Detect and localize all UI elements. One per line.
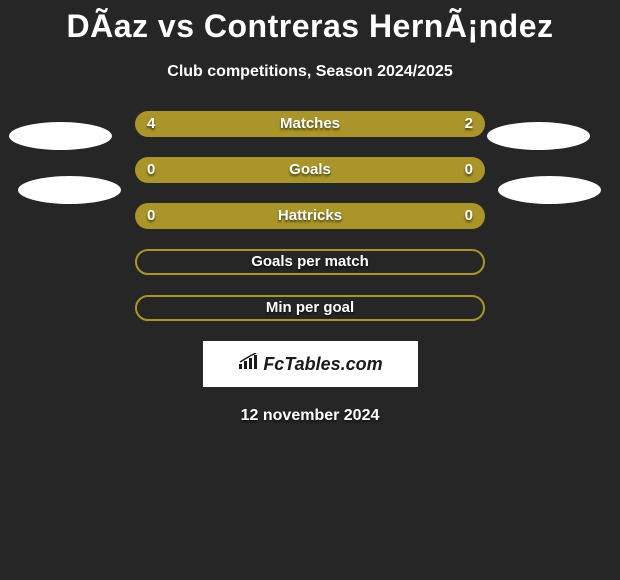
logo-box: FcTables.com	[203, 341, 418, 387]
page-title: DÃ­az vs Contreras HernÃ¡ndez	[0, 0, 620, 45]
row-min-per-goal: Min per goal	[135, 295, 485, 321]
date-label: 12 november 2024	[0, 407, 620, 425]
decorative-ellipse	[9, 122, 112, 150]
chart-icon	[237, 353, 259, 376]
page-subtitle: Club competitions, Season 2024/2025	[0, 63, 620, 81]
stat-label: Min per goal	[135, 295, 485, 321]
stat-label: Matches	[135, 111, 485, 137]
logo-text-label: FcTables.com	[263, 354, 382, 375]
decorative-ellipse	[498, 176, 601, 204]
stat-label: Goals	[135, 157, 485, 183]
row-hattricks: 00Hattricks	[135, 203, 485, 229]
stat-label: Goals per match	[135, 249, 485, 275]
row-goals-per-match: Goals per match	[135, 249, 485, 275]
row-goals: 00Goals	[135, 157, 485, 183]
row-matches: 42Matches	[135, 111, 485, 137]
decorative-ellipse	[487, 122, 590, 150]
decorative-ellipse	[18, 176, 121, 204]
logo: FcTables.com	[237, 353, 382, 376]
stat-label: Hattricks	[135, 203, 485, 229]
